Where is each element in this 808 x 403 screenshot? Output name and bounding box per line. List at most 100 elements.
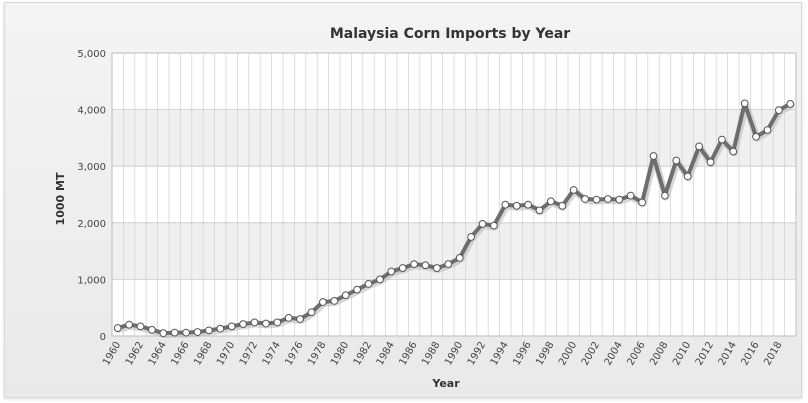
x-tick-label: 1974 xyxy=(261,340,283,368)
x-tick-label: 1960 xyxy=(101,340,123,368)
y-tick-label: 3,000 xyxy=(77,162,106,173)
chart-title: Malaysia Corn Imports by Year xyxy=(330,26,570,42)
x-axis-label: Year xyxy=(431,377,460,390)
x-tick-label: 2012 xyxy=(694,340,716,368)
data-point xyxy=(592,195,601,204)
chart-panel: 0 1,000 2,000 3,000 4,000 5,000 1960 1962 1964 1… xyxy=(4,2,802,398)
x-tick-label: 2004 xyxy=(603,340,625,368)
data-point xyxy=(205,326,213,335)
data-point xyxy=(319,298,327,306)
x-tick-label: 1962 xyxy=(124,340,146,368)
x-tick-label: 1964 xyxy=(147,340,169,368)
data-point xyxy=(581,195,589,203)
x-tick-label: 2006 xyxy=(625,340,647,368)
data-point xyxy=(148,325,156,334)
data-point xyxy=(364,280,373,288)
data-point xyxy=(410,260,419,269)
x-tick-label: 1968 xyxy=(192,340,214,368)
data-point xyxy=(421,261,430,270)
data-point xyxy=(307,308,316,317)
data-point xyxy=(501,200,510,209)
data-point xyxy=(125,320,133,329)
data-point xyxy=(547,197,555,206)
data-point xyxy=(649,152,658,160)
data-point xyxy=(490,221,498,230)
data-point xyxy=(535,206,544,215)
x-tick-label: 1976 xyxy=(283,340,305,368)
data-point xyxy=(786,100,795,108)
x-tick-label: 1998 xyxy=(534,340,556,368)
y-tick-label: 1,000 xyxy=(77,275,106,286)
x-tick-label: 1992 xyxy=(466,340,488,368)
y-tick-label: 4,000 xyxy=(77,106,106,117)
data-point xyxy=(193,328,202,336)
data-point xyxy=(433,264,441,272)
data-point xyxy=(775,106,783,115)
data-point xyxy=(262,319,270,328)
data-point xyxy=(136,322,145,331)
data-point xyxy=(376,275,384,284)
data-point xyxy=(467,233,476,241)
data-point xyxy=(273,318,282,327)
data-point xyxy=(672,156,681,165)
x-tick-label: 2018 xyxy=(762,340,784,368)
data-point xyxy=(182,328,191,337)
data-point xyxy=(718,135,726,144)
x-tick-label: 1966 xyxy=(169,340,191,368)
data-point xyxy=(170,328,179,337)
data-point xyxy=(615,195,624,204)
data-point xyxy=(683,172,692,181)
x-tick-label: 1988 xyxy=(420,340,442,368)
data-point xyxy=(455,253,464,262)
gridlines xyxy=(111,52,797,337)
x-tick-label: 1990 xyxy=(443,340,465,368)
x-tick-label: 1982 xyxy=(352,340,374,368)
data-point xyxy=(706,158,715,167)
data-point xyxy=(626,191,635,200)
data-point xyxy=(524,200,532,209)
data-point xyxy=(113,324,122,332)
y-axis-ticks: 0 1,000 2,000 3,000 4,000 5,000 xyxy=(77,49,106,343)
x-tick-label: 1994 xyxy=(489,340,511,368)
data-point xyxy=(661,191,669,200)
y-tick-label: 2,000 xyxy=(77,219,106,230)
data-point xyxy=(558,201,567,210)
data-point xyxy=(341,291,350,300)
data-point xyxy=(330,297,339,305)
x-tick-label: 1996 xyxy=(511,340,533,368)
x-tick-label: 1980 xyxy=(329,340,351,368)
data-point xyxy=(387,267,396,276)
data-point xyxy=(695,142,703,151)
data-point xyxy=(296,315,305,323)
data-point xyxy=(604,195,612,203)
data-point xyxy=(398,264,407,272)
data-point xyxy=(284,313,293,322)
data-point xyxy=(763,126,772,134)
data-point xyxy=(216,324,225,333)
x-tick-label: 1970 xyxy=(215,340,237,368)
data-point xyxy=(444,260,453,269)
x-tick-label: 2016 xyxy=(739,340,761,368)
x-tick-label: 2002 xyxy=(580,340,602,368)
data-point xyxy=(752,132,760,141)
data-point xyxy=(353,285,362,294)
data-point xyxy=(250,318,259,327)
data-point xyxy=(740,99,749,108)
x-tick-label: 1984 xyxy=(375,340,397,368)
data-point xyxy=(638,198,646,207)
data-point xyxy=(159,329,168,338)
y-tick-label: 5,000 xyxy=(77,49,106,60)
data-point xyxy=(239,320,248,329)
data-point xyxy=(512,201,521,210)
data-point xyxy=(478,220,487,228)
data-point xyxy=(227,322,236,331)
x-tick-label: 2014 xyxy=(717,340,739,368)
x-tick-label: 2000 xyxy=(557,340,579,368)
x-tick-label: 2008 xyxy=(648,340,670,368)
y-tick-label: 0 xyxy=(100,332,106,343)
data-point xyxy=(569,186,578,194)
y-axis-label: 1000 MT xyxy=(54,172,67,225)
x-tick-label: 1978 xyxy=(306,340,328,368)
x-tick-label: 1972 xyxy=(238,340,260,368)
